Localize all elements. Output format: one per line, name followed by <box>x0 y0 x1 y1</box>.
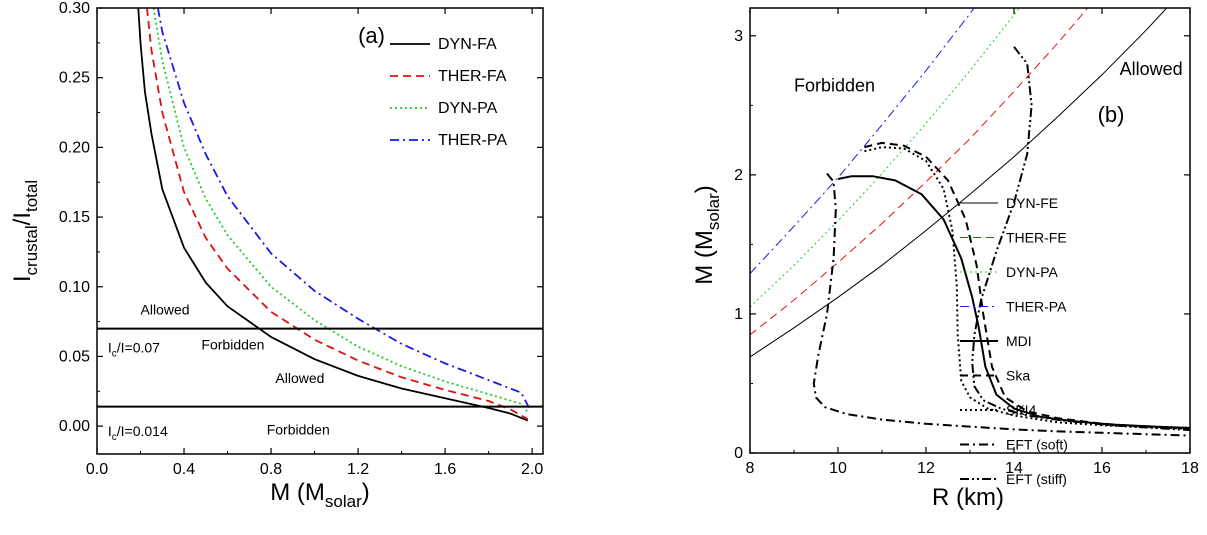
x-axis-title-sub: solar <box>325 492 362 511</box>
x-axis-title: M (Msolar) <box>270 479 370 511</box>
series-line-ther-pa <box>157 8 531 410</box>
y-axis-title-part: crustal <box>22 225 41 275</box>
series-line-ther-pa <box>750 8 975 274</box>
annotation-label: (b) <box>1098 102 1125 127</box>
x-tick-label: 1.6 <box>434 461 456 478</box>
y-axis-title: Icrustal/Itotal <box>9 180 41 282</box>
x-axis-title-main: M (M <box>270 479 325 506</box>
y-tick-label: 0.00 <box>59 418 90 435</box>
annotation-label: (a) <box>358 23 385 48</box>
y-tick-label: 0.05 <box>59 348 90 365</box>
x-tick-label: 14 <box>1005 460 1023 477</box>
y-axis-title-sub: solar <box>704 193 723 230</box>
y-axis-title-main: M (M <box>691 230 718 285</box>
panel-a-chart: 0.0 0.4 0.8 1.2 1.6 2.0 0.00 0.05 0.10 0.15 0.20 0.… <box>9 0 544 511</box>
series-group <box>137 8 531 422</box>
legend-label: DYN-FE <box>1006 195 1058 211</box>
annotation-label: Allowed <box>141 302 190 318</box>
series-line-ska <box>864 141 1190 429</box>
series-line-ther-fe <box>750 8 1089 336</box>
annotation-label: Forbidden <box>201 336 264 352</box>
series-line-eft-stiff <box>971 46 1190 432</box>
series-line-dyn-fe <box>750 8 1168 358</box>
y-tick-label: 0.25 <box>59 70 90 87</box>
legend-label: THER-FA <box>438 68 507 85</box>
ic-threshold-label: Ic/I=0.014 <box>108 423 168 443</box>
legend: DYN-FA THER-FA DYN-PA THER-PA <box>390 36 507 149</box>
ic-label-rest: /I=0.07 <box>117 339 160 355</box>
x-tick-label: 12 <box>917 460 935 477</box>
ic-label-main: I <box>108 339 112 355</box>
annotation-label: Forbidden <box>267 421 330 437</box>
legend-label: DYN-PA <box>1006 264 1059 280</box>
x-tick-label: 16 <box>1093 460 1111 477</box>
legend-label: DYN-FA <box>438 36 497 53</box>
y-tick-label: 0.10 <box>59 279 90 296</box>
y-tick-label: 0.15 <box>59 209 90 226</box>
series-line-dyn-fa <box>137 8 529 422</box>
x-tick-label: 0.4 <box>173 461 195 478</box>
y-tick-label: 2 <box>734 167 743 184</box>
x-axis-title-tail: ) <box>362 479 370 506</box>
legend-label: SKI4 <box>1006 402 1037 418</box>
legend-label: EFT (stiff) <box>1006 471 1067 487</box>
y-tick-label: 0 <box>734 445 743 462</box>
y-tick-label: 0.30 <box>59 0 90 17</box>
legend-label: Ska <box>1006 368 1030 384</box>
x-axis-title: R (km) <box>932 484 1004 511</box>
x-tick-label: 10 <box>829 460 847 477</box>
y-axis-title-part: I <box>9 275 36 282</box>
legend-label: DYN-PA <box>438 100 498 117</box>
legend: DYN-FE THER-FE DYN-PA THER-PA MDI Ska SKI4 EFT … <box>960 195 1068 487</box>
legend-label: THER-PA <box>1006 299 1067 315</box>
y-tick-label: 0.20 <box>59 139 90 156</box>
y-axis-title-tail: ) <box>691 185 718 193</box>
legend-label: THER-FE <box>1006 230 1067 246</box>
plot-frame <box>96 7 544 455</box>
y-tick-label: 3 <box>734 28 743 45</box>
series-line-ski4 <box>864 146 1190 430</box>
series-group <box>750 8 1190 437</box>
ic-label-sub: c <box>112 348 117 359</box>
y-axis-title-part: /I <box>9 212 36 225</box>
x-tick-label: 18 <box>1181 460 1199 477</box>
annotation-label: Allowed <box>1120 59 1183 79</box>
ic-threshold-label: Ic/I=0.07 <box>108 339 160 359</box>
legend-label: MDI <box>1006 333 1032 349</box>
x-tick-label: 8 <box>746 460 755 477</box>
x-tick-label: 1.2 <box>347 461 369 478</box>
annotation-label: Allowed <box>275 370 324 386</box>
y-axis-title: M (Msolar) <box>691 185 723 285</box>
ic-label-sub: c <box>112 432 117 443</box>
y-axis-title-part: total <box>22 180 41 212</box>
series-line-eft-soft <box>812 172 1190 437</box>
panel-b-chart: 8 10 12 14 16 180123ForbiddenAllowed(b)DYN-FE… <box>691 7 1199 511</box>
series-line-ther-fa <box>146 8 529 420</box>
x-tick-label: 2.0 <box>521 461 543 478</box>
x-tick-label: 0.0 <box>86 461 108 478</box>
legend-label: THER-PA <box>438 132 507 149</box>
ic-label-rest: /I=0.014 <box>117 423 168 439</box>
ic-label-main: I <box>108 423 112 439</box>
annotation-label: Forbidden <box>794 75 875 95</box>
legend-label: EFT (soft) <box>1006 437 1068 453</box>
x-tick-label: 0.8 <box>260 461 282 478</box>
y-tick-label: 1 <box>734 306 743 323</box>
